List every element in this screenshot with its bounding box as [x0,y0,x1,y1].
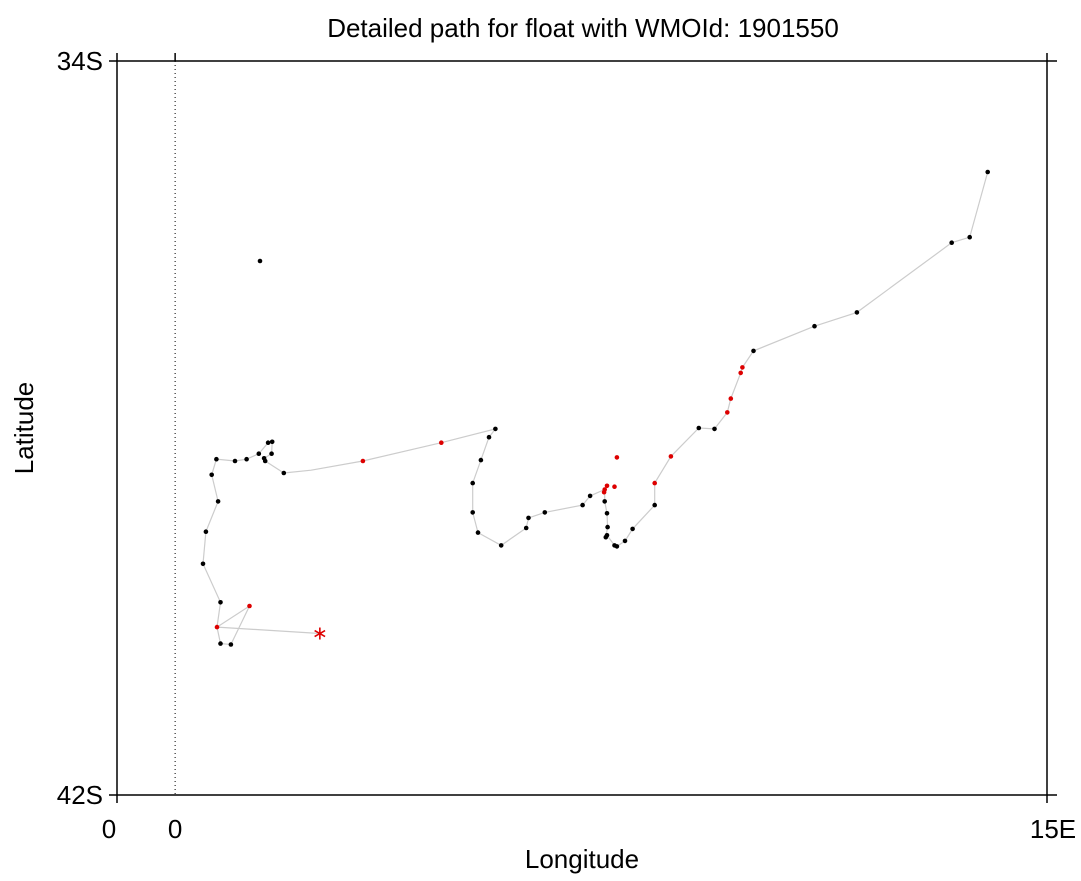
red-position-point [439,440,444,446]
red-position-point [725,410,730,415]
black-position-point [256,451,262,457]
black-position-point [218,600,223,605]
x-axis-title: Longitude [525,844,639,874]
black-position-point [622,538,628,544]
x-tick-label: 0 [168,814,182,844]
black-position-point [470,480,476,486]
asterisk-stroke [314,629,326,638]
y-axis-title: Latitude [9,382,39,475]
last-position-marker [314,627,326,640]
black-position-point [712,426,717,432]
black-position-point [523,525,529,531]
plot-frame [116,60,1057,796]
red-position-point [604,483,610,489]
black-position-point [587,493,593,499]
black-position-point [215,499,221,504]
float-positions [200,169,990,647]
black-position-point [269,451,274,457]
black-position-point [209,472,214,478]
black-position-point [854,310,860,315]
black-position-point [493,426,498,432]
red-position-point [614,455,620,460]
y-tick-label: 34S [57,46,103,76]
black-position-point [542,510,548,515]
black-position-point [580,502,585,508]
black-position-point [214,456,219,462]
black-position-point [602,499,607,504]
black-position-point [218,641,223,646]
red-position-point [214,624,220,630]
y-tick-label: 42S [57,780,103,810]
black-position-point [470,510,476,515]
plot-border [116,60,1048,796]
black-position-point [967,234,972,240]
black-position-point [200,561,206,567]
red-position-point [247,603,252,609]
chart-title: Detailed path for float with WMOId: 1901… [327,13,839,43]
black-position-point [812,323,817,329]
black-position-point [244,456,249,462]
black-position-point [478,457,484,463]
red-position-point [612,484,617,490]
red-position-point [652,480,657,486]
black-position-point [630,526,635,532]
black-position-point [475,530,481,535]
y-axis-ticks: 34S 42S [57,46,117,810]
black-position-point [612,543,617,548]
x-tick-label: 15E [1030,814,1076,844]
black-position-point [486,434,492,440]
black-position-point [526,515,531,521]
black-position-point [261,456,267,461]
red-position-point [601,489,607,495]
black-position-point [696,425,702,431]
black-position-point [604,511,610,516]
x-tick-label: 0 [102,814,116,844]
black-position-point [257,258,263,264]
black-position-point [203,529,209,534]
black-position-point [281,470,287,476]
black-position-point [751,348,756,354]
black-position-point [232,458,238,464]
x-axis-ticks: 0 0 15E [102,53,1076,844]
red-position-point [728,396,734,401]
red-position-point [360,458,366,464]
red-position-point [668,454,674,459]
black-position-point [228,642,234,647]
black-position-point [949,240,954,245]
black-position-point [652,502,657,508]
float-track-line [202,171,989,646]
asterisk-marker [314,627,326,640]
black-position-point [605,524,610,530]
red-position-point [740,365,745,370]
black-position-point [269,439,275,445]
black-position-point [985,169,990,175]
red-position-point [738,370,743,376]
black-position-point [603,534,609,540]
black-position-point [498,543,504,548]
black-position-point [265,440,271,446]
